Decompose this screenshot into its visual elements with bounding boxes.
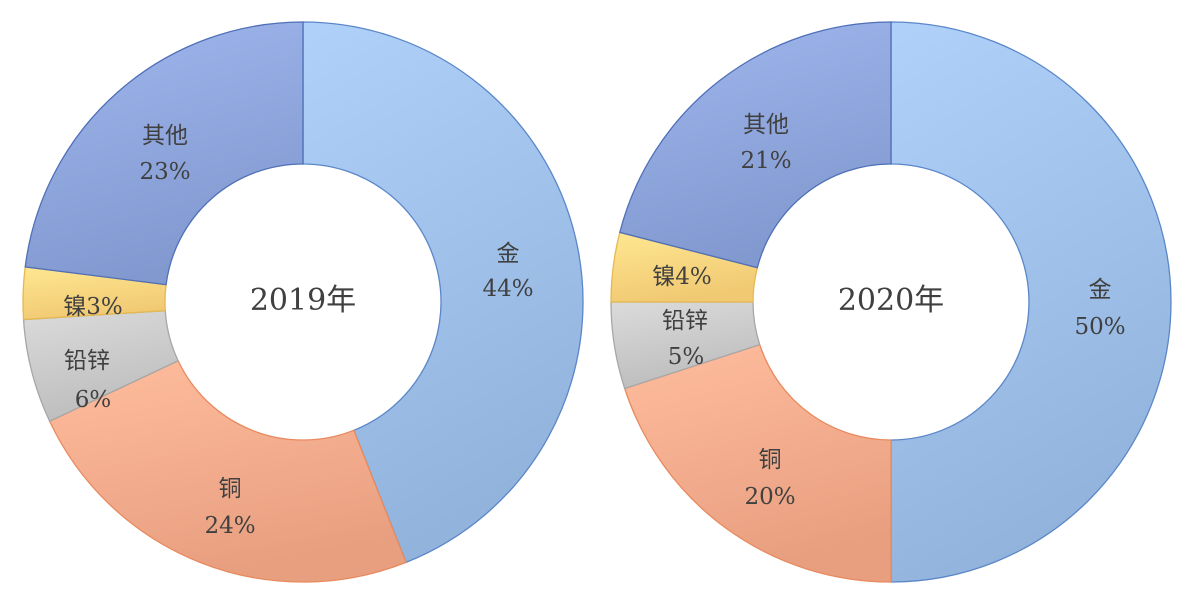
slice-1-1 [623, 343, 892, 583]
slice-name-1-4: 其他 [743, 112, 789, 138]
slice-name-0-4: 其他 [142, 123, 188, 149]
slice-name-1-0: 金 [1089, 277, 1112, 303]
slice-value-1-0: 50% [1074, 314, 1125, 340]
slice-value-0-0: 44% [482, 276, 533, 302]
slice-name-1-2: 铅锌 [662, 308, 708, 334]
slice-1-4 [619, 21, 892, 269]
slice-label-0-3: 镍3% [63, 294, 123, 320]
slice-0-4 [24, 21, 304, 286]
slice-value-1-4: 21% [740, 148, 791, 174]
slice-name-1-1: 铜 [759, 447, 782, 473]
slice-value-0-2: 6% [75, 387, 112, 413]
slice-value-0-1: 24% [204, 513, 255, 539]
slice-name-0-2: 铅锌 [64, 348, 110, 374]
slice-0-1 [48, 359, 407, 583]
slice-1-0 [890, 21, 1172, 583]
slice-value-0-4: 23% [139, 159, 190, 185]
slice-name-0-0: 金 [497, 241, 520, 267]
center-title-1: 2020年 [838, 283, 944, 318]
donut-chart-2019: 金 44% 铜 24% 铅锌 6% 镍3% 其他 23% 2019年 [22, 21, 584, 583]
slice-0-0 [302, 21, 584, 564]
slice-value-1-2: 5% [668, 344, 705, 370]
slice-value-1-1: 20% [744, 484, 795, 510]
slice-label-1-3: 镍4% [652, 264, 712, 290]
slice-name-0-1: 铜 [219, 476, 242, 502]
center-title-0: 2019年 [250, 283, 356, 318]
donut-chart-2020: 金 50% 铜 20% 铅锌 5% 镍4% 其他 21% 2020年 [610, 21, 1172, 583]
